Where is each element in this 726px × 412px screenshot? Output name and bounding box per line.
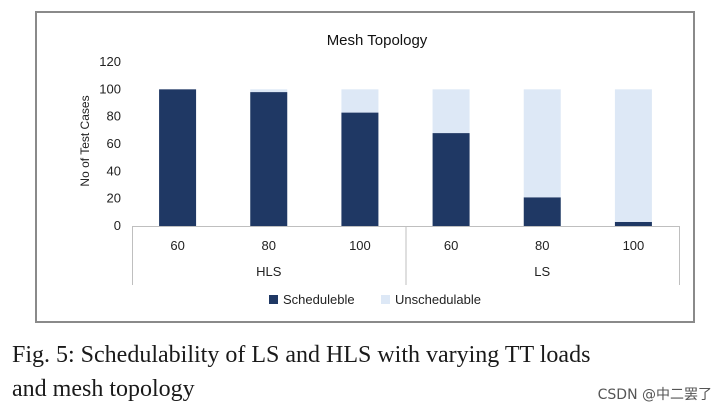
legend: Scheduleble Unschedulable [269,292,481,307]
y-axis-ticks: 0 20 40 60 80 100 120 [99,54,121,233]
y-axis-title: No of Test Cases [78,95,92,186]
figure-frame: Mesh Topology No of Test Cases 0 20 40 60 80… [35,11,695,323]
y-tick-label: 120 [99,54,121,69]
bar-scheduleble [250,92,288,226]
bars [159,89,652,226]
x-tick-label: 80 [535,238,549,253]
bar-unschedulable [250,89,288,93]
bar-unschedulable [432,89,470,134]
y-tick-label: 0 [114,218,121,233]
bar-unschedulable [614,89,652,222]
x-axis: 60 80 100 60 80 100 HLS LS [132,226,680,285]
y-tick-label: 80 [107,109,121,124]
y-tick-label: 40 [107,163,121,178]
y-tick-label: 60 [107,136,121,151]
caption-line-2: and mesh topology [12,376,195,402]
x-tick-label: 100 [623,238,645,253]
x-group-label: HLS [256,264,282,279]
legend-swatch [269,295,278,304]
mesh-topology-chart: Mesh Topology No of Test Cases 0 20 40 60 80… [78,32,680,307]
bar-unschedulable [341,89,379,113]
x-tick-label: 100 [349,238,371,253]
bar-scheduleble [432,133,470,226]
watermark: CSDN @中二罢了 [597,387,712,403]
bar-scheduleble [614,221,652,226]
bar-scheduleble [523,197,561,226]
x-tick-label: 60 [170,238,184,253]
bar-scheduleble [159,89,197,226]
figure-caption: Fig. 5: Schedulability of LS and HLS wit… [12,338,724,406]
x-tick-label: 60 [444,238,458,253]
x-tick-label: 80 [262,238,276,253]
chart-title: Mesh Topology [327,32,428,49]
y-tick-label: 100 [99,81,121,96]
caption-line-1: Fig. 5: Schedulability of LS and HLS wit… [12,342,591,368]
bar-unschedulable [523,89,561,198]
bar-scheduleble [341,112,379,226]
y-tick-label: 20 [107,191,121,206]
legend-label: Unschedulable [395,292,481,307]
legend-label: Scheduleble [283,292,355,307]
x-group-label: LS [534,264,550,279]
legend-swatch [381,295,390,304]
